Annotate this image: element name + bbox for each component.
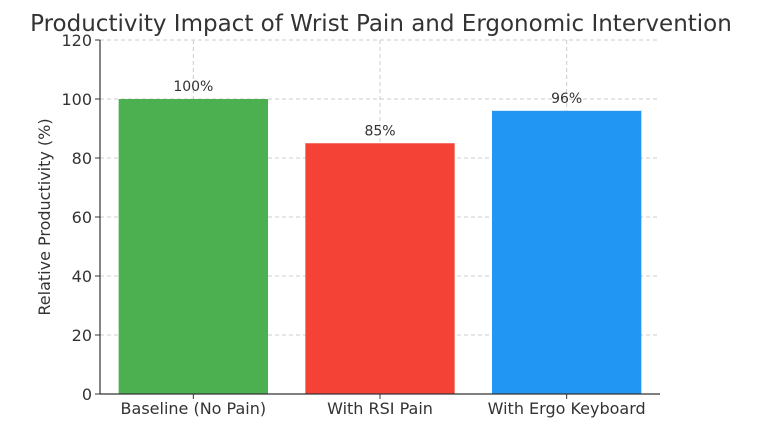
bars: [118, 99, 642, 395]
y-tick-label: 60: [72, 208, 92, 227]
y-tick-label: 80: [72, 149, 92, 168]
x-tick-label: With RSI Pain: [327, 399, 433, 418]
y-tick-labels: 0 20 40 60 80 100 120: [61, 31, 100, 404]
data-labels: 100% 85% 96%: [173, 79, 582, 139]
x-tick-label: With Ergo Keyboard: [488, 399, 646, 418]
y-axis-title: Relative Productivity (%): [35, 118, 54, 315]
x-tick-labels: Baseline (No Pain) With RSI Pain With Ergo…: [121, 394, 646, 418]
bar: [305, 143, 455, 394]
y-tick-label: 120: [61, 31, 92, 50]
chart-title: Productivity Impact of Wrist Pain and Er…: [30, 11, 732, 37]
y-tick-label: 20: [72, 326, 92, 345]
bar-value-label: 100%: [173, 79, 213, 95]
bar: [118, 99, 269, 394]
y-tick-label: 40: [72, 267, 92, 286]
y-tick-label: 100: [61, 90, 92, 109]
y-tick-label: 0: [82, 385, 92, 404]
x-tick-label: Baseline (No Pain): [121, 399, 267, 418]
bar-value-label: 85%: [364, 123, 395, 139]
bar-value-label: 96%: [551, 91, 582, 107]
bar: [492, 110, 642, 395]
